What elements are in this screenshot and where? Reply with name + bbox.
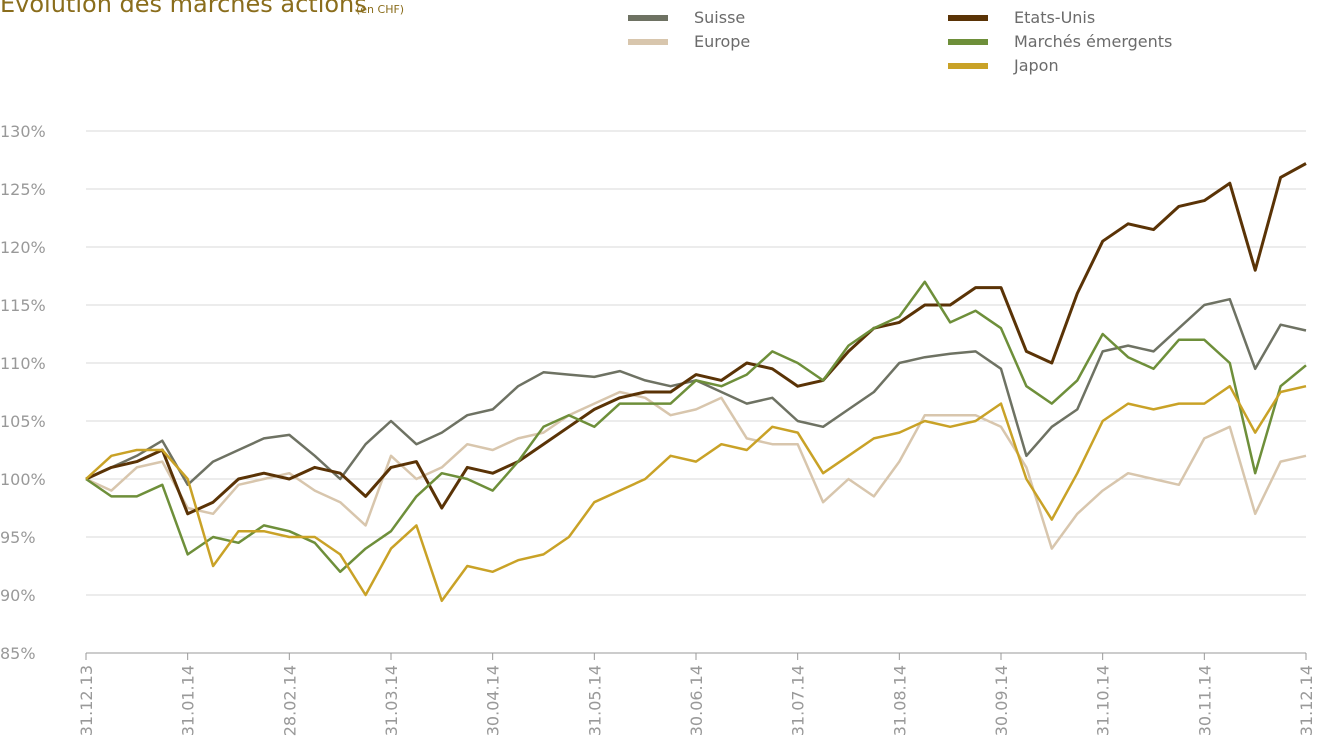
x-tick-label: 30.06.14 xyxy=(687,665,706,736)
series-line xyxy=(85,280,1307,574)
legend-label: Europe xyxy=(694,32,750,51)
series-line xyxy=(85,390,1307,550)
x-tick-label: 31.12.14 xyxy=(1297,665,1316,736)
x-tick-label: 30.09.14 xyxy=(992,665,1011,736)
legend-swatch xyxy=(948,63,988,69)
x-tick-label: 28.02.14 xyxy=(280,665,299,736)
legend-swatch xyxy=(948,15,988,21)
y-tick-label: 110% xyxy=(0,354,46,373)
x-tick-label: 30.04.14 xyxy=(484,665,503,736)
x-tick-label: 31.05.14 xyxy=(585,665,604,736)
legend-swatch xyxy=(628,15,668,21)
legend-label: Marchés émergents xyxy=(1014,32,1172,51)
legend-swatch xyxy=(948,39,988,45)
y-tick-label: 125% xyxy=(0,180,46,199)
legend-label: Suisse xyxy=(694,8,745,27)
y-tick-label: 115% xyxy=(0,296,46,315)
legend-swatch xyxy=(628,39,668,45)
legend-label: Etats-Unis xyxy=(1014,8,1095,27)
y-tick-label: 95% xyxy=(0,528,36,547)
x-tick-label: 30.11.14 xyxy=(1195,665,1214,736)
x-tick-label: 31.01.14 xyxy=(179,665,198,736)
y-tick-label: 105% xyxy=(0,412,46,431)
series-line xyxy=(85,297,1307,487)
x-tick-label: 31.10.14 xyxy=(1094,665,1113,736)
x-tick-label: 31.07.14 xyxy=(789,665,808,736)
y-tick-label: 90% xyxy=(0,586,36,605)
chart-title: Évolution des marchés actions xyxy=(0,0,367,18)
series-line xyxy=(85,384,1307,603)
x-tick-label: 31.12.13 xyxy=(77,665,96,736)
x-tick-label: 31.08.14 xyxy=(890,665,909,736)
series-line xyxy=(85,162,1307,516)
legend-label: Japon xyxy=(1013,56,1059,75)
chart-subtitle: (en CHF) xyxy=(356,3,404,16)
x-tick-label: 31.03.14 xyxy=(382,665,401,736)
y-tick-label: 120% xyxy=(0,238,46,257)
y-tick-label: 100% xyxy=(0,470,46,489)
y-tick-label: 85% xyxy=(0,644,36,663)
y-tick-label: 130% xyxy=(0,122,46,141)
